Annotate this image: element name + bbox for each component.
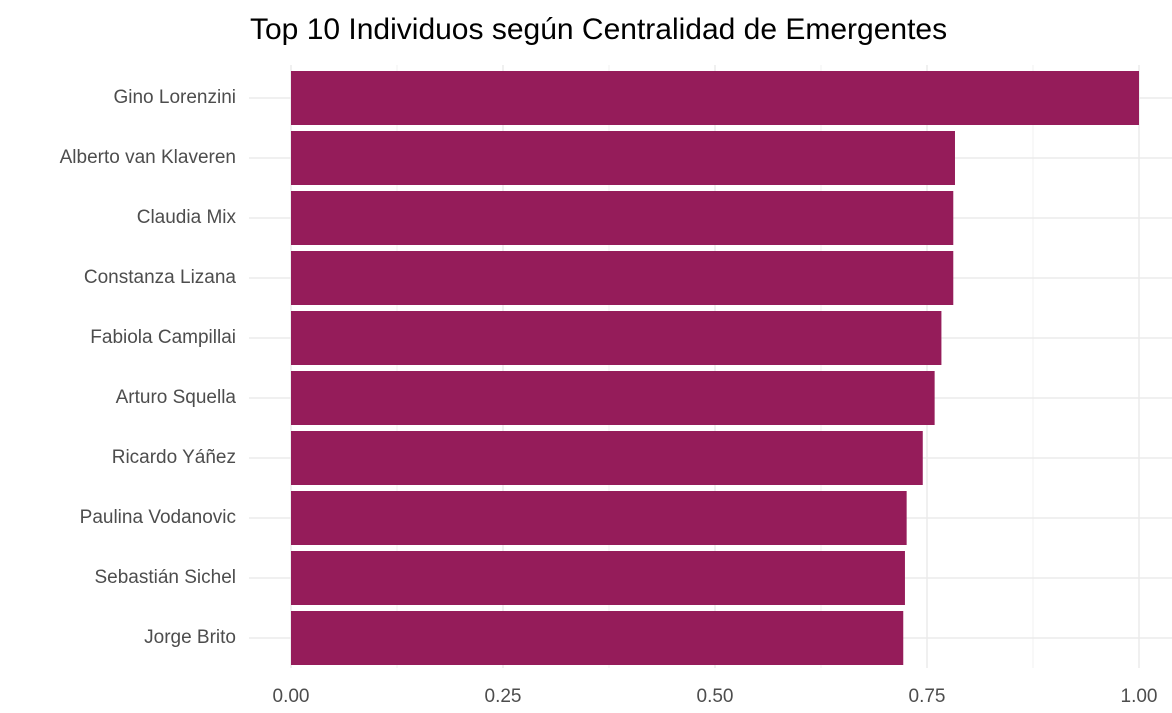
y-tick-label: Fabiola Campillai	[90, 327, 236, 348]
y-tick-label: Constanza Lizana	[84, 267, 237, 288]
x-tick-label: 0.75	[909, 686, 946, 707]
bar	[291, 311, 942, 365]
bar	[291, 191, 954, 245]
y-tick-label: Arturo Squella	[116, 387, 237, 408]
bar	[291, 431, 923, 485]
x-tick-label: 0.50	[697, 686, 734, 707]
y-tick-label: Ricardo Yáñez	[112, 447, 236, 468]
chart-title: Top 10 Individuos según Centralidad de E…	[250, 13, 947, 46]
x-tick-label: 0.00	[273, 686, 310, 707]
y-tick-label: Alberto van Klaveren	[60, 147, 236, 168]
bar	[291, 71, 1139, 125]
bar	[291, 551, 905, 605]
x-tick-label: 1.00	[1121, 686, 1158, 707]
y-tick-label: Sebastián Sichel	[94, 567, 236, 588]
x-tick-label: 0.25	[485, 686, 522, 707]
y-tick-label: Gino Lorenzini	[113, 87, 236, 108]
y-tick-label: Paulina Vodanovic	[80, 507, 236, 528]
bar	[291, 611, 904, 665]
y-tick-label: Jorge Brito	[144, 627, 236, 648]
bar	[291, 131, 955, 185]
bar	[291, 491, 907, 545]
bar	[291, 251, 954, 305]
y-tick-label: Claudia Mix	[137, 207, 237, 228]
bar	[291, 371, 935, 425]
